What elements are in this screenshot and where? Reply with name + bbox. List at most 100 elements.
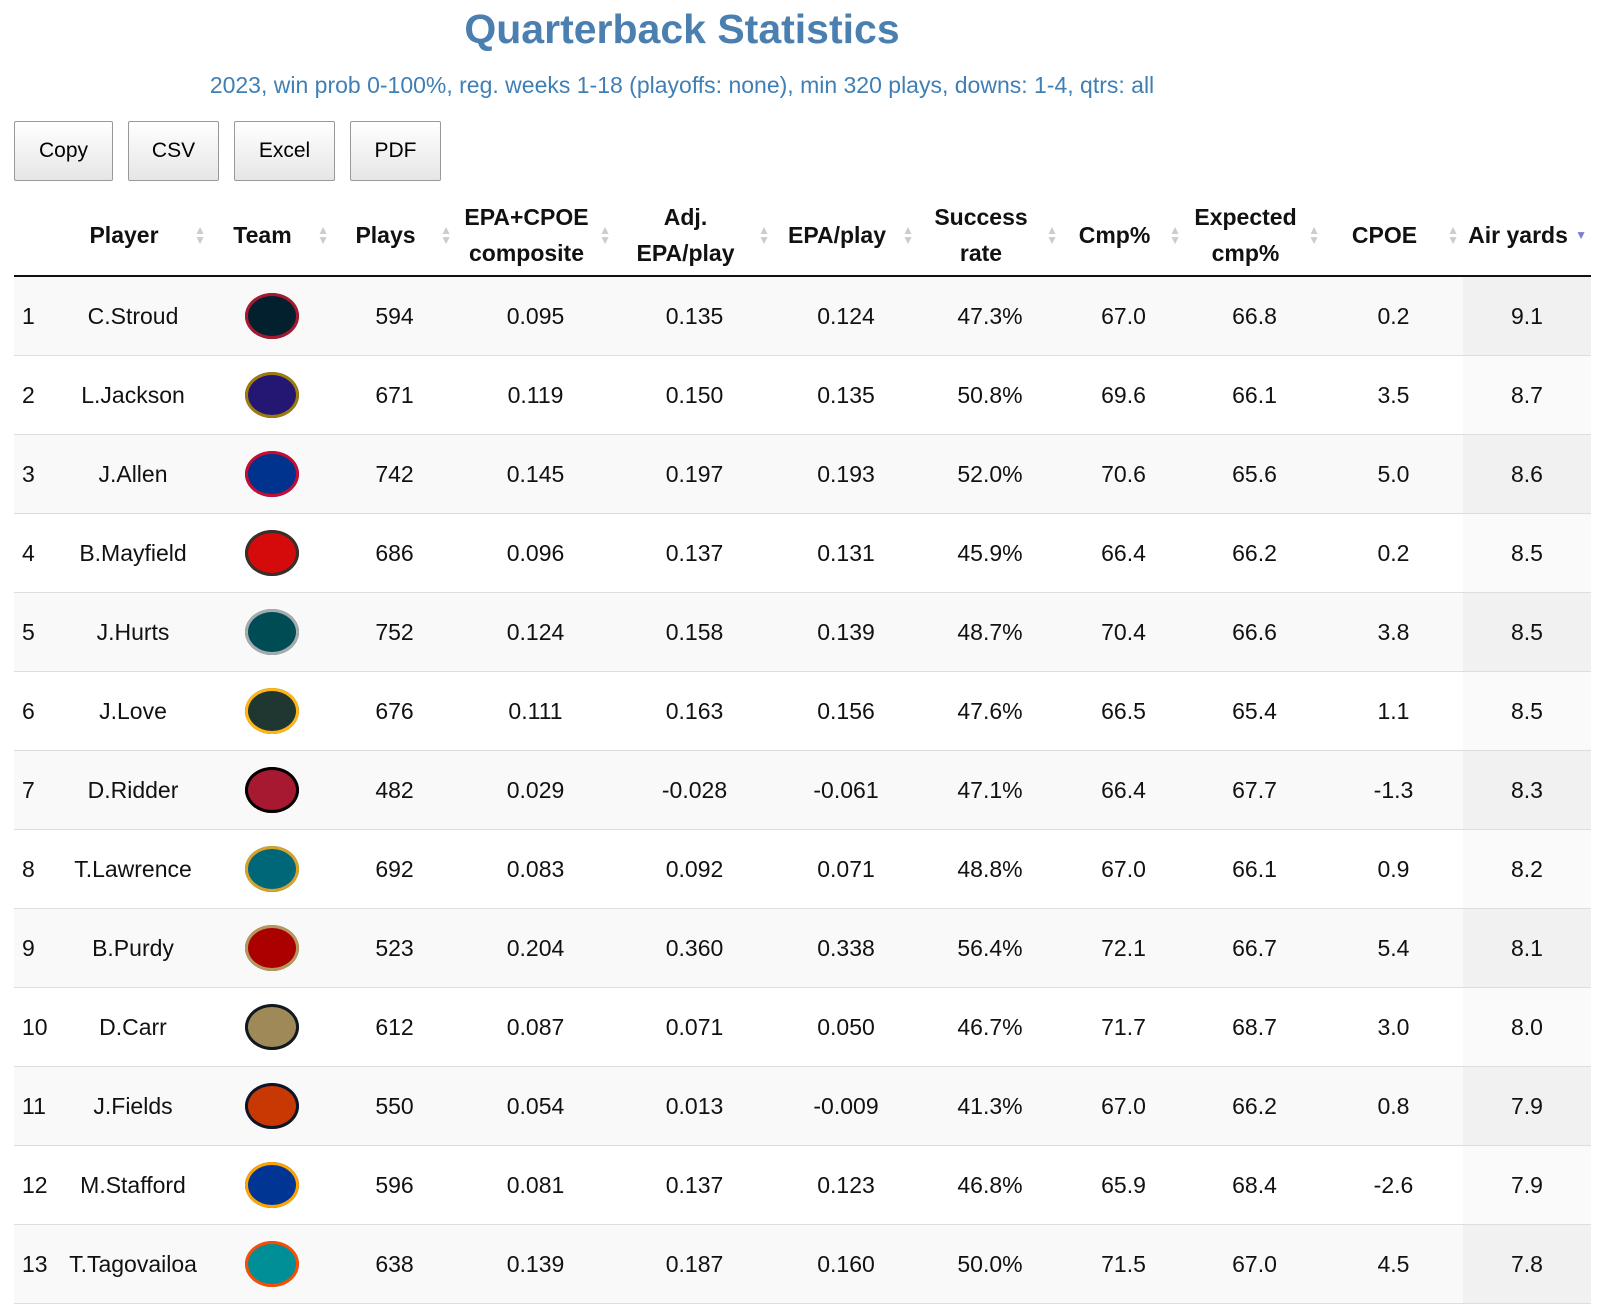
xcmp-cell: 68.4: [1185, 1145, 1324, 1225]
air-cell: 8.0: [1463, 987, 1591, 1067]
table-row[interactable]: 9 B.Purdy 523 0.204 0.360 0.338 56.4% 72.1 66.…: [14, 908, 1591, 988]
rank-cell: 3: [14, 434, 56, 514]
table-row[interactable]: 11 J.Fields 550 0.054 0.013 -0.009 41.3% 67.0…: [14, 1066, 1591, 1146]
table-body: 1 C.Stroud 594 0.095 0.135 0.124 47.3% 67.0 66…: [14, 276, 1591, 1304]
column-header-expected-cmp-[interactable]: Expected cmp% ▲ ▼: [1185, 195, 1324, 277]
csv-button[interactable]: CSV: [128, 121, 219, 181]
comp-cell: 0.087: [456, 987, 615, 1067]
air-cell: 7.8: [1463, 1224, 1591, 1304]
column-header-cmp-[interactable]: Cmp% ▲ ▼: [1062, 195, 1185, 277]
table-row[interactable]: 5 J.Hurts 752 0.124 0.158 0.139 48.7% 70.4 66.…: [14, 592, 1591, 672]
sr-cell: 45.9%: [918, 513, 1062, 593]
column-header-air-yards[interactable]: Air yards ▼: [1463, 195, 1591, 277]
team-logo-icon: [244, 767, 299, 813]
sort-descending-icon[interactable]: ▼: [1575, 228, 1587, 242]
epa-cell: -0.061: [774, 750, 918, 830]
sort-icon[interactable]: ▲ ▼: [758, 223, 770, 247]
copy-button[interactable]: Copy: [14, 121, 113, 181]
rank-cell: 4: [14, 513, 56, 593]
cpoe-cell: 4.5: [1324, 1224, 1463, 1304]
page-subtitle: 2023, win prob 0-100%, reg. weeks 1-18 (…: [209, 72, 1155, 98]
table-row[interactable]: 1 C.Stroud 594 0.095 0.135 0.124 47.3% 67.0 66…: [14, 276, 1591, 356]
sort-icon[interactable]: ▲ ▼: [440, 223, 452, 247]
column-header-epa-cpoe-composite[interactable]: EPA+CPOE composite ▲ ▼: [456, 195, 615, 277]
column-header-plays[interactable]: Plays ▲ ▼: [333, 195, 456, 277]
sort-icon[interactable]: ▲ ▼: [317, 223, 329, 247]
epa-cell: 0.123: [774, 1145, 918, 1225]
rank-cell: 8: [14, 829, 56, 909]
adj-cell: -0.028: [615, 750, 774, 830]
rank-cell: 10: [14, 987, 56, 1067]
sort-icon[interactable]: ▲ ▼: [194, 223, 206, 247]
comp-cell: 0.054: [456, 1066, 615, 1146]
sr-cell: 47.1%: [918, 750, 1062, 830]
plays-cell: 671: [333, 355, 456, 435]
player-cell: T.Lawrence: [56, 829, 210, 909]
epa-cell: 0.139: [774, 592, 918, 672]
column-header-cpoe[interactable]: CPOE ▲ ▼: [1324, 195, 1463, 277]
adj-cell: 0.360: [615, 908, 774, 988]
xcmp-cell: 66.7: [1185, 908, 1324, 988]
adj-cell: 0.137: [615, 513, 774, 593]
sort-icon[interactable]: ▲ ▼: [1046, 223, 1058, 247]
player-cell: B.Purdy: [56, 908, 210, 988]
team-cell: [210, 908, 333, 988]
table-header-row: Player ▲ ▼ Team ▲ ▼ Plays ▲ ▼ EPA+CPOE composite ▲…: [14, 195, 1591, 277]
sort-icon[interactable]: ▲ ▼: [599, 223, 611, 247]
column-header-rank: [14, 195, 56, 277]
column-header-epa-play[interactable]: EPA/play ▲ ▼: [774, 195, 918, 277]
team-cell: [210, 1224, 333, 1304]
comp-cell: 0.111: [456, 671, 615, 751]
sort-icon[interactable]: ▲ ▼: [1447, 223, 1459, 247]
table-row[interactable]: 10 D.Carr 612 0.087 0.071 0.050 46.7% 71.7 68.…: [14, 987, 1591, 1067]
sort-icon[interactable]: ▲ ▼: [1308, 223, 1320, 247]
player-cell: C.Stroud: [56, 276, 210, 356]
pdf-button[interactable]: PDF: [350, 121, 441, 181]
sr-cell: 50.8%: [918, 355, 1062, 435]
adj-cell: 0.158: [615, 592, 774, 672]
team-cell: [210, 355, 333, 435]
sr-cell: 50.0%: [918, 1224, 1062, 1304]
team-cell: [210, 750, 333, 830]
page-title: Quarterback Statistics: [464, 6, 900, 52]
cpoe-cell: 3.0: [1324, 987, 1463, 1067]
team-logo-icon: [244, 372, 299, 418]
table-row[interactable]: 2 L.Jackson 671 0.119 0.150 0.135 50.8% 69.6 6…: [14, 355, 1591, 435]
team-cell: [210, 513, 333, 593]
table-row[interactable]: 8 T.Lawrence 692 0.083 0.092 0.071 48.8% 67.0…: [14, 829, 1591, 909]
cpoe-cell: 1.1: [1324, 671, 1463, 751]
excel-button[interactable]: Excel: [234, 121, 335, 181]
rank-cell: 13: [14, 1224, 56, 1304]
column-header-team[interactable]: Team ▲ ▼: [210, 195, 333, 277]
cmp-cell: 67.0: [1062, 276, 1185, 356]
cmp-cell: 69.6: [1062, 355, 1185, 435]
column-header-success-rate[interactable]: Success rate ▲ ▼: [918, 195, 1062, 277]
xcmp-cell: 67.0: [1185, 1224, 1324, 1304]
rank-cell: 9: [14, 908, 56, 988]
air-cell: 8.5: [1463, 513, 1591, 593]
player-cell: J.Allen: [56, 434, 210, 514]
table-row[interactable]: 12 M.Stafford 596 0.081 0.137 0.123 46.8% 65.…: [14, 1145, 1591, 1225]
team-cell: [210, 592, 333, 672]
sort-icon[interactable]: ▲ ▼: [902, 223, 914, 247]
table-row[interactable]: 3 J.Allen 742 0.145 0.197 0.193 52.0% 70.6 65.…: [14, 434, 1591, 514]
column-header-player[interactable]: Player ▲ ▼: [56, 195, 210, 277]
team-cell: [210, 1066, 333, 1146]
table-row[interactable]: 7 D.Ridder 482 0.029 -0.028 -0.061 47.1% 66.4…: [14, 750, 1591, 830]
column-header-label: Plays: [355, 222, 416, 248]
rank-cell: 6: [14, 671, 56, 751]
column-header-label: Success rate: [934, 204, 1028, 266]
player-cell: J.Fields: [56, 1066, 210, 1146]
sort-icon[interactable]: ▲ ▼: [1169, 223, 1181, 247]
table-row[interactable]: 4 B.Mayfield 686 0.096 0.137 0.131 45.9% 66.4…: [14, 513, 1591, 593]
comp-cell: 0.096: [456, 513, 615, 593]
column-header-adj-epa-play[interactable]: Adj. EPA/play ▲ ▼: [615, 195, 774, 277]
sr-cell: 46.8%: [918, 1145, 1062, 1225]
comp-cell: 0.095: [456, 276, 615, 356]
table-row[interactable]: 13 T.Tagovailoa 638 0.139 0.187 0.160 50.0% 7…: [14, 1224, 1591, 1304]
table-row[interactable]: 6 J.Love 676 0.111 0.163 0.156 47.6% 66.5 65.4…: [14, 671, 1591, 751]
epa-cell: 0.131: [774, 513, 918, 593]
air-cell: 8.3: [1463, 750, 1591, 830]
player-cell: D.Carr: [56, 987, 210, 1067]
cpoe-cell: 0.8: [1324, 1066, 1463, 1146]
